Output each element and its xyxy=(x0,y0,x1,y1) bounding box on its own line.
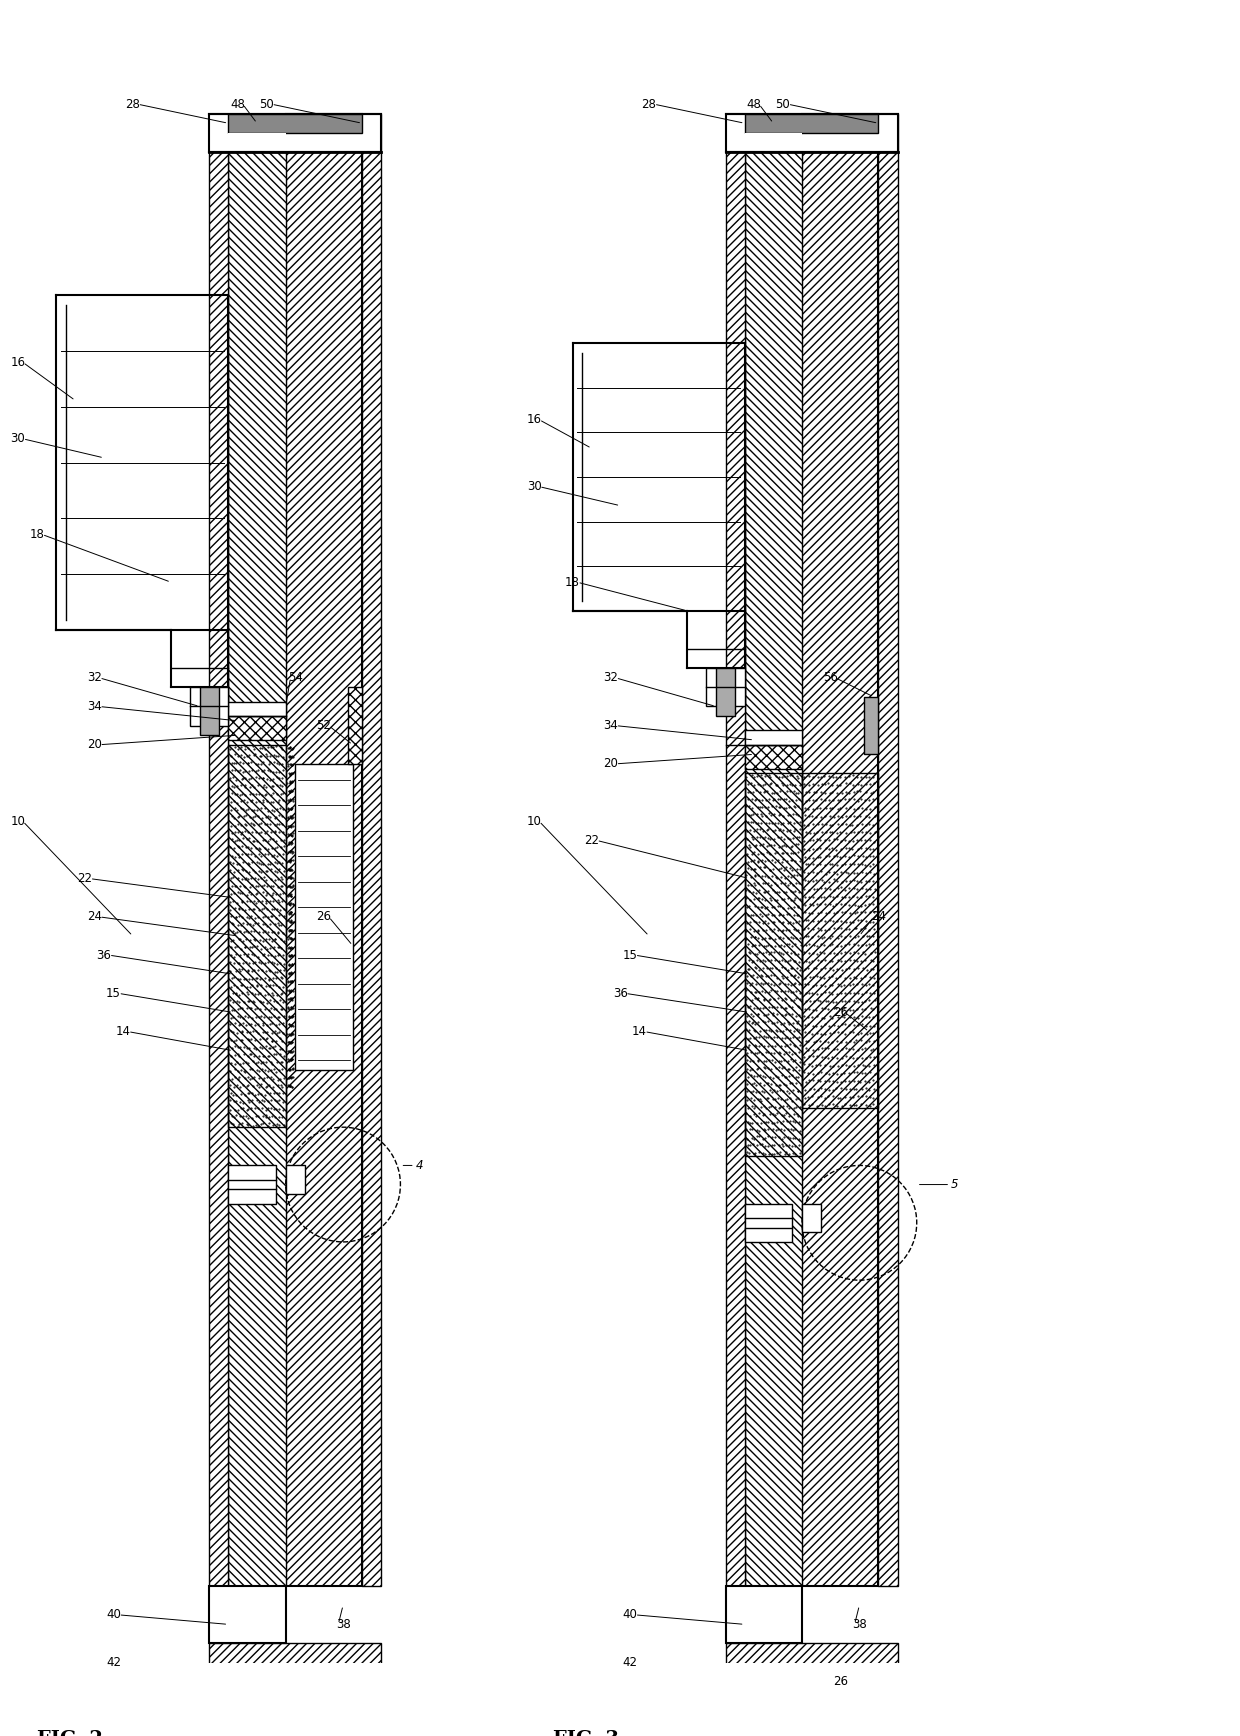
Text: 40: 40 xyxy=(622,1608,637,1621)
Bar xyxy=(348,687,362,764)
Text: 20: 20 xyxy=(604,757,619,771)
Bar xyxy=(210,113,382,153)
Text: 32: 32 xyxy=(604,672,619,684)
Text: 24: 24 xyxy=(870,910,887,924)
Bar xyxy=(725,1644,898,1682)
Bar xyxy=(228,715,285,740)
Text: 42: 42 xyxy=(622,1656,637,1668)
Bar xyxy=(864,696,878,755)
Text: 18: 18 xyxy=(30,528,45,542)
Text: 48: 48 xyxy=(746,97,761,111)
Text: 16: 16 xyxy=(10,356,26,368)
Text: 30: 30 xyxy=(527,481,542,493)
Text: 10: 10 xyxy=(10,814,25,828)
Bar xyxy=(745,774,802,1156)
Bar xyxy=(210,113,228,1587)
Text: 30: 30 xyxy=(11,432,25,444)
Bar xyxy=(802,113,878,1587)
Text: 5: 5 xyxy=(951,1179,959,1191)
Text: 10: 10 xyxy=(527,814,542,828)
Bar xyxy=(725,113,898,153)
Text: 40: 40 xyxy=(107,1608,122,1621)
Text: 20: 20 xyxy=(87,738,102,752)
Bar xyxy=(745,731,802,745)
Text: FIG. 3: FIG. 3 xyxy=(553,1731,620,1736)
Text: 48: 48 xyxy=(231,97,246,111)
Text: 50: 50 xyxy=(775,97,790,111)
Text: 56: 56 xyxy=(823,672,838,684)
Bar xyxy=(228,745,285,1127)
Bar xyxy=(228,701,285,715)
Bar xyxy=(802,774,878,1108)
Bar xyxy=(725,1587,802,1644)
Text: 24: 24 xyxy=(87,910,102,924)
Text: 15: 15 xyxy=(622,948,637,962)
Text: 22: 22 xyxy=(584,833,599,847)
Text: 14: 14 xyxy=(115,1024,130,1038)
Text: 4: 4 xyxy=(415,1160,423,1172)
Bar xyxy=(228,113,285,1587)
Bar xyxy=(210,1644,382,1682)
Bar xyxy=(228,1165,277,1203)
Text: 26: 26 xyxy=(833,1675,848,1687)
Text: FIG. 2: FIG. 2 xyxy=(37,1731,103,1736)
Bar xyxy=(715,668,735,715)
Bar xyxy=(210,1682,382,1720)
Bar xyxy=(190,687,228,726)
Text: 26: 26 xyxy=(316,910,331,924)
Text: 26: 26 xyxy=(833,1005,848,1019)
Text: 22: 22 xyxy=(77,871,93,885)
Text: 36: 36 xyxy=(613,986,627,1000)
Bar xyxy=(228,113,362,134)
Text: 38: 38 xyxy=(336,1618,351,1630)
Bar xyxy=(745,134,802,148)
Bar xyxy=(362,113,382,1587)
Bar xyxy=(285,113,362,1587)
Text: 28: 28 xyxy=(125,97,140,111)
Bar xyxy=(707,668,745,707)
Bar xyxy=(745,1203,792,1241)
Bar xyxy=(878,113,898,1587)
Text: 36: 36 xyxy=(97,948,112,962)
Text: 50: 50 xyxy=(259,97,274,111)
Bar xyxy=(802,1203,821,1233)
Text: 32: 32 xyxy=(87,672,102,684)
Bar xyxy=(200,687,218,734)
Bar xyxy=(285,1165,305,1194)
Text: 52: 52 xyxy=(316,719,331,733)
Text: 54: 54 xyxy=(288,672,303,684)
Bar xyxy=(210,1587,285,1644)
Bar xyxy=(725,113,745,1587)
Text: 16: 16 xyxy=(527,413,542,425)
Bar xyxy=(745,745,802,769)
Text: 34: 34 xyxy=(604,719,619,733)
Bar xyxy=(725,1682,898,1720)
Text: 34: 34 xyxy=(87,700,102,713)
Text: 18: 18 xyxy=(565,576,580,589)
Bar xyxy=(745,113,802,1587)
Bar xyxy=(295,764,352,1069)
Bar xyxy=(228,134,285,148)
Text: 42: 42 xyxy=(107,1656,122,1668)
Bar xyxy=(745,113,878,134)
Text: 28: 28 xyxy=(641,97,656,111)
Text: 15: 15 xyxy=(107,986,122,1000)
Text: 14: 14 xyxy=(632,1024,647,1038)
Text: 38: 38 xyxy=(852,1618,867,1630)
